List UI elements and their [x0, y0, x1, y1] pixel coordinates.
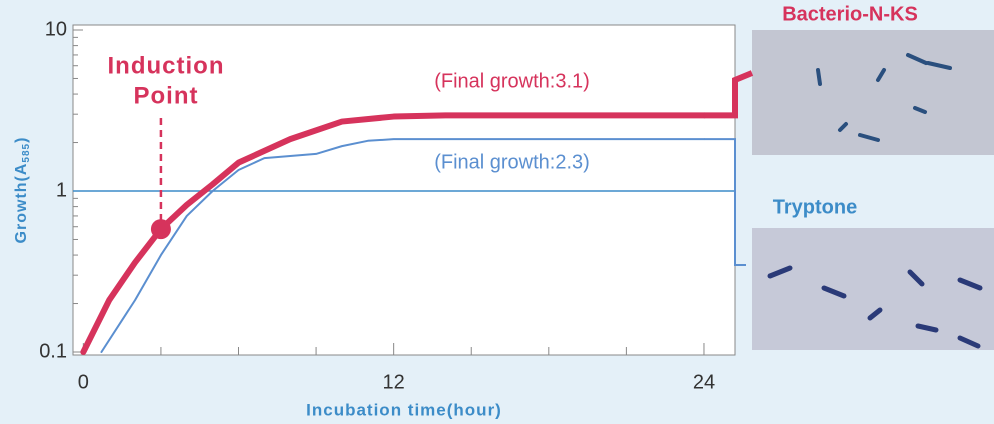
induction-point — [150, 219, 171, 240]
x-tick-label: 0 — [78, 371, 89, 393]
line — [100, 138, 705, 353]
x-tick-label: 12 — [383, 371, 405, 393]
x-tick-label: 24 — [693, 371, 715, 393]
y-axis-title-part: 585 — [21, 143, 32, 163]
y-tick-label: 0.1 — [39, 340, 67, 362]
series-label: Tryptone — [773, 196, 857, 218]
plot-area — [72, 24, 736, 356]
connector — [703, 138, 746, 266]
y-tick-label: 10 — [45, 18, 67, 40]
annotation: (Final growth:3.1) — [434, 70, 590, 92]
induction-label: Point — [134, 82, 199, 109]
line — [80, 112, 707, 355]
y-axis-title: Growth(A585) — [13, 137, 31, 244]
induction-label: Induction — [108, 52, 225, 79]
annotation: (Final growth:2.3) — [434, 151, 590, 173]
connector — [703, 70, 754, 119]
micrograph-bottom — [752, 228, 994, 350]
y-tick-label: 1 — [56, 179, 67, 201]
x-axis-title: Incubation time(hour) — [306, 400, 502, 419]
y-axis-title-part: Growth(A — [13, 163, 30, 244]
series-label: Bacterio-N-KS — [782, 3, 918, 25]
micrograph-top — [752, 30, 994, 155]
y-axis-title-part: ) — [13, 137, 30, 143]
